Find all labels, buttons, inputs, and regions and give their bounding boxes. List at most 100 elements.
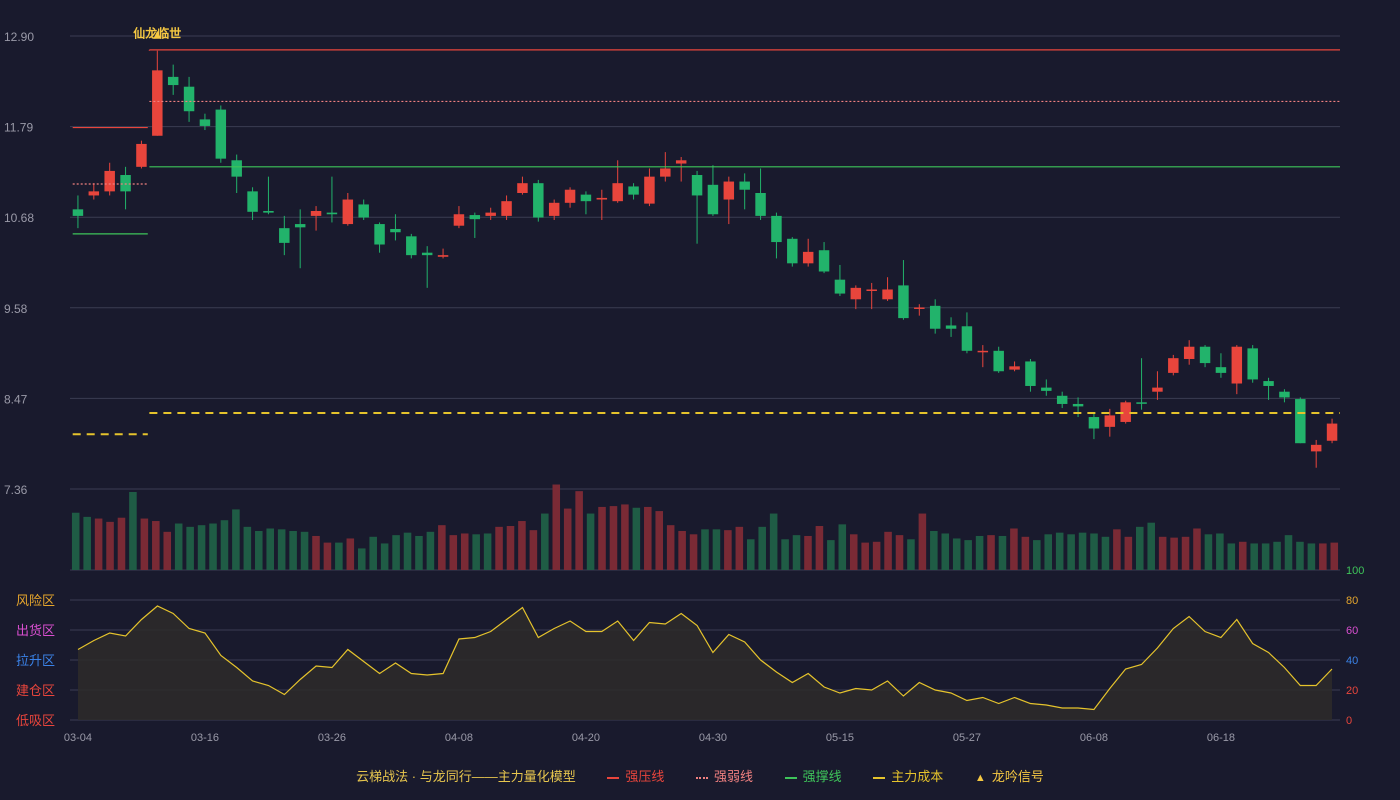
volume-bar bbox=[724, 530, 732, 570]
volume-bar bbox=[232, 509, 240, 570]
indicator-tick-label: 0 bbox=[1346, 715, 1352, 727]
volume-bar bbox=[506, 526, 515, 570]
volume-bar bbox=[449, 535, 458, 570]
candle-body bbox=[739, 181, 750, 190]
candle-body bbox=[533, 183, 544, 218]
volume-bar bbox=[598, 506, 606, 570]
volume-bar bbox=[689, 534, 698, 570]
candle-body bbox=[1295, 399, 1306, 444]
volume-bar bbox=[861, 542, 869, 570]
volume-bar bbox=[392, 535, 400, 570]
price-tick-label: 10.68 bbox=[4, 211, 34, 225]
volume-bar bbox=[312, 535, 320, 570]
legend-item-signal[interactable]: ▲ 龙吟信号 bbox=[975, 766, 1044, 785]
volume-bar bbox=[71, 512, 80, 570]
candle-body bbox=[1183, 346, 1195, 359]
volume-bar bbox=[644, 506, 652, 570]
candle-body bbox=[1136, 402, 1147, 404]
candle-body bbox=[945, 325, 957, 329]
legend-label: 龙吟信号 bbox=[991, 769, 1044, 784]
signal-lines bbox=[72, 49, 1340, 436]
legend-item-strong-weak[interactable]: 强弱线 bbox=[696, 766, 753, 785]
candle-body bbox=[485, 212, 496, 216]
x-axis-labels: 03-04 03-16 03-26 04-08 04-20 04-30 05-15 05-27… bbox=[64, 732, 1235, 744]
legend-item-main-cost[interactable]: 主力成本 bbox=[873, 766, 943, 785]
candle-body bbox=[167, 76, 179, 86]
candle-body bbox=[1168, 358, 1179, 373]
price-tick-label: 8.47 bbox=[4, 392, 28, 406]
indicator-tick-label: 80 bbox=[1346, 595, 1358, 607]
candles bbox=[72, 50, 1338, 468]
candle-body bbox=[1310, 444, 1322, 452]
candle-body bbox=[1104, 415, 1116, 427]
price-tick-label: 7.36 bbox=[4, 483, 28, 497]
volume-bar bbox=[987, 535, 995, 570]
price-tick-label: 12.90 bbox=[4, 30, 34, 44]
volume-bar bbox=[1033, 540, 1041, 570]
volume-bar bbox=[1261, 543, 1270, 570]
candle-body bbox=[1009, 366, 1020, 370]
volume-bar bbox=[266, 528, 275, 570]
volume-bar bbox=[1193, 528, 1201, 570]
candle-body bbox=[802, 251, 814, 264]
volume-bar bbox=[1101, 536, 1110, 570]
volume-bar bbox=[323, 542, 332, 570]
volume-bar bbox=[426, 531, 435, 570]
volume-bar bbox=[1227, 543, 1236, 570]
indicator-line bbox=[77, 605, 1333, 711]
x-tick-label: 05-15 bbox=[826, 732, 854, 744]
volume-bar bbox=[1158, 536, 1167, 570]
volume-bar bbox=[838, 524, 847, 570]
volume-bar bbox=[300, 531, 309, 570]
legend-label: 强撑线 bbox=[802, 769, 842, 784]
signal-triangle-icon bbox=[153, 30, 162, 39]
candle-body bbox=[1088, 417, 1100, 429]
volume-bar bbox=[529, 530, 538, 570]
candle-body bbox=[660, 168, 671, 177]
candle-body bbox=[596, 197, 608, 200]
candle-body bbox=[771, 215, 782, 243]
volume-bar bbox=[163, 531, 172, 570]
candle-body bbox=[453, 214, 465, 226]
volume-bar bbox=[941, 533, 950, 570]
volume-bar bbox=[495, 526, 503, 570]
x-tick-label: 06-08 bbox=[1080, 732, 1108, 744]
volume-bar bbox=[1055, 532, 1064, 570]
volume-bar bbox=[552, 484, 561, 570]
candle-body bbox=[548, 202, 560, 216]
legend-item-strong-pressure[interactable]: 强压线 bbox=[607, 766, 664, 785]
candle-body bbox=[850, 287, 862, 300]
indicator-tick-label: 100 bbox=[1346, 565, 1364, 577]
volume-bar bbox=[94, 518, 103, 570]
volume-bar bbox=[952, 538, 961, 570]
volume-bar bbox=[666, 525, 675, 570]
price-axis-labels: 12.90 11.79 10.68 9.58 8.47 7.36 bbox=[4, 30, 34, 497]
candle-body bbox=[898, 285, 909, 319]
candle-body bbox=[1326, 423, 1338, 441]
candle-body bbox=[310, 210, 322, 216]
volume-bar bbox=[930, 530, 938, 570]
volume-bar bbox=[975, 535, 984, 570]
volume-bar bbox=[1090, 533, 1098, 570]
candle-body bbox=[1056, 395, 1068, 404]
volume-bar bbox=[1284, 535, 1293, 570]
volume-bar bbox=[186, 526, 194, 570]
candle-body bbox=[469, 215, 481, 220]
candle-body bbox=[755, 192, 766, 216]
solid-line-icon bbox=[607, 776, 620, 779]
volume-bar bbox=[129, 491, 137, 570]
candle-body bbox=[294, 224, 306, 228]
x-tick-label: 04-20 bbox=[572, 732, 600, 744]
volume-bar bbox=[83, 516, 91, 570]
candle-body bbox=[787, 238, 798, 264]
candle-body bbox=[993, 350, 1004, 372]
solid-line-icon bbox=[784, 776, 797, 779]
candle-body bbox=[183, 86, 195, 112]
candle-body bbox=[1152, 387, 1163, 392]
volume-bar bbox=[907, 539, 915, 570]
candle-body bbox=[1041, 387, 1052, 391]
volume-bar bbox=[209, 523, 217, 570]
legend-item-strong-support[interactable]: 强撑线 bbox=[784, 766, 842, 785]
candle-body bbox=[358, 204, 369, 218]
volume-bar bbox=[998, 535, 1007, 570]
